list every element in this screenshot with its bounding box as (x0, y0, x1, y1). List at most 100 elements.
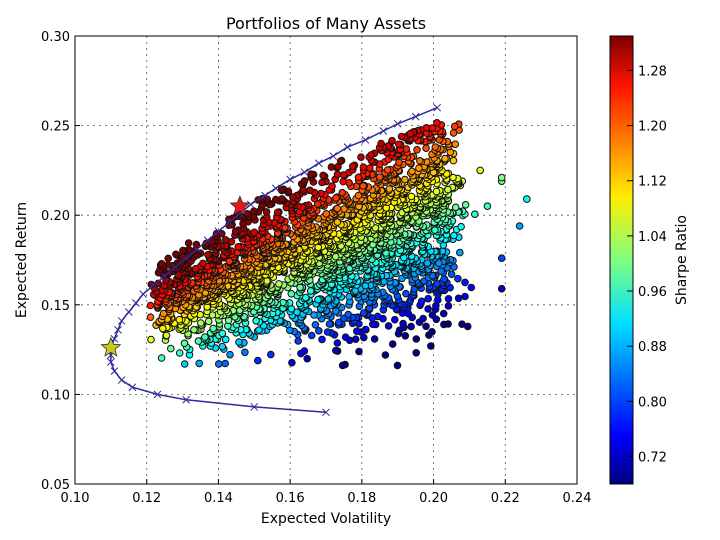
portfolio-point (195, 359, 203, 368)
x-tick-label: 0.20 (419, 491, 448, 506)
portfolio-point (351, 335, 360, 344)
portfolio-point (451, 203, 460, 212)
portfolio-point (328, 182, 336, 190)
portfolio-point (413, 146, 421, 154)
y-tick-label: 0.15 (41, 299, 70, 314)
portfolio-point (167, 344, 175, 353)
portfolio-point (441, 154, 449, 163)
portfolio-point (422, 144, 430, 152)
frontier-x-marker (314, 159, 323, 168)
frontier-x-marker (117, 317, 126, 325)
portfolio-point (432, 187, 441, 196)
portfolio-point (467, 283, 476, 292)
portfolio-point (179, 246, 187, 255)
portfolio-point (383, 166, 392, 174)
portfolio-point (275, 280, 283, 288)
portfolio-point (333, 204, 342, 213)
frontier-x-marker (343, 143, 352, 151)
portfolio-point (204, 317, 213, 326)
portfolio-point (307, 331, 316, 340)
portfolio-point (221, 236, 230, 244)
portfolio-point (428, 311, 437, 319)
colorbar-ticks: 0.72 0.80 0.88 0.96 1.04 1.12 1.20 1.28 (627, 64, 667, 465)
portfolio-point (361, 325, 370, 334)
portfolio-point (399, 319, 407, 328)
highlight-markers (100, 195, 251, 357)
frontier-x-marker (261, 191, 269, 200)
portfolio-point (433, 119, 441, 127)
portfolio-point (204, 251, 212, 259)
portfolio-point (366, 164, 374, 172)
frontier-x-marker (322, 408, 330, 417)
portfolio-point (357, 153, 365, 161)
portfolio-point (190, 326, 198, 334)
frontier-x-marker (286, 175, 294, 184)
portfolio-point (449, 156, 458, 165)
portfolio-point (172, 250, 180, 259)
portfolio-point (221, 335, 230, 344)
portfolio-point (319, 171, 327, 180)
portfolio-point (325, 320, 334, 328)
minimum-volatility-star-icon (100, 336, 122, 357)
frontier-x-marker (114, 326, 122, 334)
portfolio-point (300, 347, 309, 355)
portfolio-point (146, 301, 155, 310)
frontier-x-marker (128, 383, 137, 392)
portfolio-point (395, 158, 403, 167)
frontier-x-marker (361, 136, 370, 144)
portfolio-point (218, 342, 227, 351)
portfolio-point (146, 313, 155, 322)
portfolio-point (180, 339, 189, 348)
portfolio-point (476, 166, 485, 175)
portfolio-point (288, 358, 296, 367)
frontier-x-marker (171, 263, 180, 272)
portfolio-point (191, 265, 200, 273)
colorbar-tick-label: 0.72 (638, 450, 667, 465)
portfolio-point (408, 167, 416, 176)
portfolio-point (444, 302, 453, 310)
portfolio-point (332, 194, 340, 202)
portfolio-point (311, 321, 320, 329)
max-sharpe-ratio-star-icon (229, 195, 251, 216)
colorbar-tick-label: 0.96 (638, 285, 667, 300)
portfolio-point (197, 319, 205, 327)
portfolio-point (497, 173, 506, 182)
y-tick-label: 0.05 (41, 478, 70, 493)
y-tick-label: 0.25 (41, 120, 70, 135)
portfolio-point (159, 309, 168, 318)
portfolio-point (333, 170, 342, 179)
frontier-x-marker (150, 281, 158, 289)
portfolio-point (287, 290, 296, 298)
portfolio-point (180, 360, 189, 368)
portfolio-point (428, 328, 436, 336)
colorbar-tick-label: 0.80 (638, 395, 667, 410)
portfolio-point (333, 218, 342, 226)
chart-title: Portfolios of Many Assets (226, 14, 426, 33)
portfolio-point (262, 208, 271, 216)
portfolio-point (449, 129, 458, 137)
colorbar-tick-label: 1.12 (638, 175, 667, 190)
portfolio-point (201, 333, 209, 341)
portfolio-point (255, 326, 263, 334)
portfolio-point (388, 340, 397, 348)
portfolio-point (454, 294, 463, 303)
frontier-x-marker (225, 218, 234, 227)
portfolio-point (344, 310, 353, 319)
portfolio-point (318, 335, 326, 344)
portfolio-point (353, 327, 361, 336)
portfolio-point (252, 317, 260, 325)
frontier-x-marker (329, 152, 338, 160)
portfolio-point (440, 320, 448, 329)
portfolio-point (444, 295, 453, 303)
portfolio-point (355, 347, 363, 356)
colorbar-tick-label: 1.20 (638, 120, 667, 135)
portfolio-point (461, 278, 469, 287)
frontier-x-marker (117, 376, 126, 384)
frontier-line (110, 107, 438, 414)
portfolio-point (370, 335, 379, 343)
plot-frame (74, 35, 578, 485)
portfolio-point (267, 350, 275, 359)
frontier-x-marker (124, 308, 133, 316)
portfolio-point (250, 228, 259, 237)
portfolio-point (322, 210, 331, 218)
